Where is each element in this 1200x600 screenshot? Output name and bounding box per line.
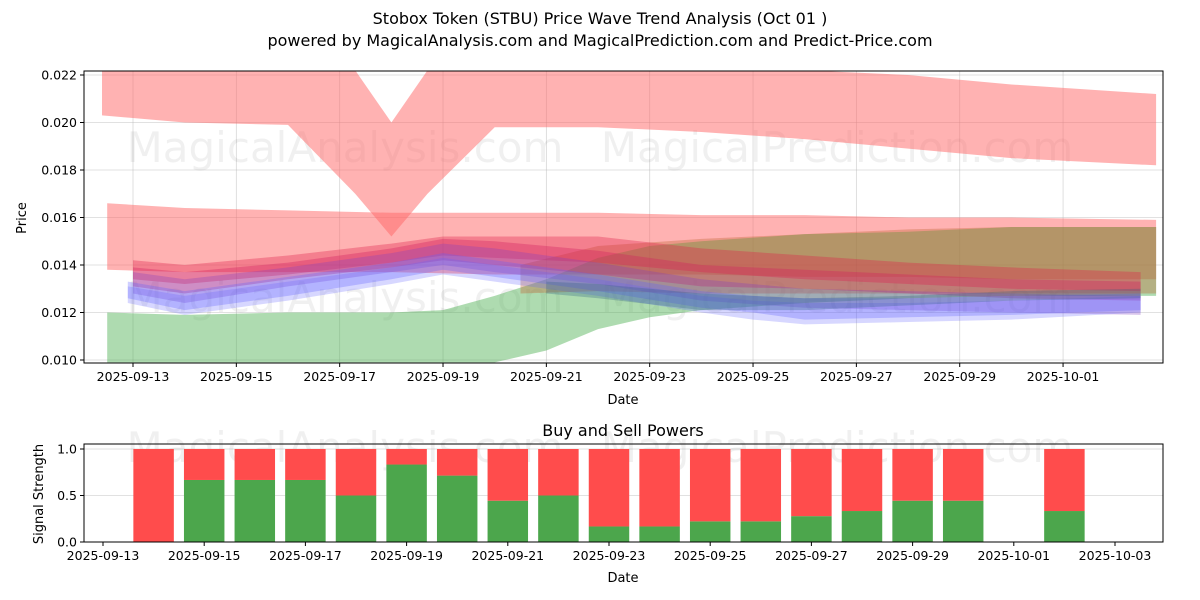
sell-bar bbox=[689, 449, 731, 522]
signal-y-tick-label: 0.5 bbox=[57, 488, 77, 503]
price-y-tick-label: 0.020 bbox=[41, 115, 77, 130]
green-band bbox=[107, 227, 1157, 363]
signal-x-tick-label: 2025-10-01 bbox=[977, 548, 1050, 563]
signal-x-ticks: 2025-09-13 2025-09-15 2025-09-17 2025-09-19… bbox=[67, 542, 1152, 563]
sell-bar bbox=[942, 449, 984, 501]
sell-bar bbox=[740, 449, 782, 522]
sell-bar bbox=[892, 449, 933, 501]
price-y-tick-label: 0.016 bbox=[41, 210, 77, 225]
price-x-tick-label: 2025-09-27 bbox=[820, 369, 893, 384]
chart-title: Stobox Token (STBU) Price Wave Trend Ana… bbox=[372, 9, 828, 28]
signal-x-tick-label: 2025-09-15 bbox=[168, 548, 241, 563]
price-y-tick-label: 0.012 bbox=[41, 305, 77, 320]
price-x-tick-label: 2025-09-13 bbox=[97, 369, 170, 384]
signal-x-axis-label: Date bbox=[607, 571, 638, 586]
signal-axes-frame bbox=[83, 443, 1164, 543]
buy-bar bbox=[639, 526, 680, 542]
signal-x-tick-label: 2025-09-21 bbox=[471, 548, 544, 563]
buy-bar bbox=[335, 495, 377, 542]
red-wave-2 bbox=[133, 238, 1141, 301]
watermark-prediction-mid: MagicalPrediction.com bbox=[601, 273, 1074, 322]
price-x-tick-label: 2025-09-17 bbox=[303, 369, 376, 384]
sell-bar bbox=[841, 449, 883, 512]
price-y-tick-label: 0.022 bbox=[41, 68, 77, 83]
signal-y-axis-label: Signal Strength bbox=[32, 444, 47, 544]
buy-bar bbox=[740, 521, 782, 542]
signal-x-tick-label: 2025-09-27 bbox=[775, 548, 848, 563]
buy-bar bbox=[285, 479, 326, 542]
chart-subtitle: powered by MagicalAnalysis.com and Magic… bbox=[267, 31, 933, 50]
sell-bar bbox=[639, 449, 680, 527]
sell-bar bbox=[183, 449, 225, 480]
signal-bars bbox=[133, 449, 1085, 542]
buy-sell-chart: Buy and Sell Powers MagicalAnalysis.com … bbox=[32, 421, 1164, 586]
buy-sell-title: Buy and Sell Powers bbox=[542, 421, 704, 440]
buy-bar bbox=[386, 464, 427, 542]
signal-x-tick-label: 2025-09-13 bbox=[67, 548, 140, 563]
teal-wave bbox=[546, 281, 1141, 311]
red-wave-1 bbox=[133, 236, 1141, 292]
middle-red-band bbox=[107, 203, 1157, 280]
sell-bar bbox=[133, 449, 174, 542]
buy-bar bbox=[1044, 511, 1085, 542]
price-x-tick-label: 2025-09-25 bbox=[717, 369, 790, 384]
buy-bar bbox=[436, 475, 478, 542]
signal-x-tick-label: 2025-09-19 bbox=[370, 548, 443, 563]
price-x-tick-label: 2025-10-01 bbox=[1027, 369, 1100, 384]
buy-bar bbox=[791, 516, 832, 542]
price-y-tick-label: 0.014 bbox=[41, 258, 77, 273]
buy-bar bbox=[487, 500, 529, 542]
blue-wave-2 bbox=[127, 257, 1141, 325]
blue-wave-1 bbox=[127, 253, 1141, 320]
sell-bar bbox=[285, 449, 326, 480]
signal-y-tick-label: 1.0 bbox=[57, 442, 77, 457]
price-wave-chart: MagicalAnalysis.com MagicalPrediction.co… bbox=[15, 68, 1164, 408]
sell-bar bbox=[234, 449, 276, 480]
price-x-tick-label: 2025-09-21 bbox=[510, 369, 583, 384]
price-x-tick-label: 2025-09-19 bbox=[407, 369, 480, 384]
brown-band bbox=[520, 227, 1157, 294]
signal-y-tick-label: 0.0 bbox=[57, 535, 77, 550]
buy-bar bbox=[689, 521, 731, 542]
sell-bar bbox=[335, 449, 377, 496]
sell-bar bbox=[588, 449, 630, 527]
price-x-tick-label: 2025-09-15 bbox=[200, 369, 273, 384]
buy-bar bbox=[841, 511, 883, 542]
buy-bar bbox=[234, 479, 276, 542]
signal-x-tick-label: 2025-09-29 bbox=[876, 548, 949, 563]
buy-bar bbox=[183, 479, 225, 542]
buy-bar bbox=[892, 500, 933, 542]
buy-bar bbox=[538, 495, 579, 542]
price-bands bbox=[102, 71, 1157, 363]
sell-bar bbox=[436, 449, 478, 476]
signal-x-tick-label: 2025-09-25 bbox=[674, 548, 747, 563]
price-y-axis-label: Price bbox=[15, 202, 30, 234]
signal-x-tick-label: 2025-09-23 bbox=[573, 548, 646, 563]
signal-x-tick-label: 2025-10-03 bbox=[1079, 548, 1152, 563]
price-y-ticks: 0.010 0.012 0.014 0.016 0.018 0.020 0.022 bbox=[41, 68, 84, 368]
sell-bar bbox=[791, 449, 832, 517]
sell-bar bbox=[487, 449, 529, 501]
signal-x-tick-label: 2025-09-17 bbox=[269, 548, 342, 563]
watermark-analysis-mid: MagicalAnalysis.com bbox=[127, 273, 564, 322]
buy-bar bbox=[588, 526, 630, 542]
price-x-ticks: 2025-09-13 2025-09-15 2025-09-17 2025-09-19… bbox=[97, 363, 1100, 384]
price-x-axis-label: Date bbox=[607, 393, 638, 408]
price-y-tick-label: 0.010 bbox=[41, 353, 77, 368]
price-y-tick-label: 0.018 bbox=[41, 163, 77, 178]
sell-bar bbox=[386, 449, 427, 465]
buy-bar bbox=[942, 500, 984, 542]
upper-red-band bbox=[102, 71, 1157, 237]
signal-y-ticks: 0.0 0.5 1.0 bbox=[57, 442, 84, 550]
price-x-tick-label: 2025-09-29 bbox=[923, 369, 996, 384]
sell-bar bbox=[538, 449, 579, 496]
purple-wave bbox=[133, 243, 1141, 315]
sell-bar bbox=[1044, 449, 1085, 512]
price-x-tick-label: 2025-09-23 bbox=[613, 369, 686, 384]
